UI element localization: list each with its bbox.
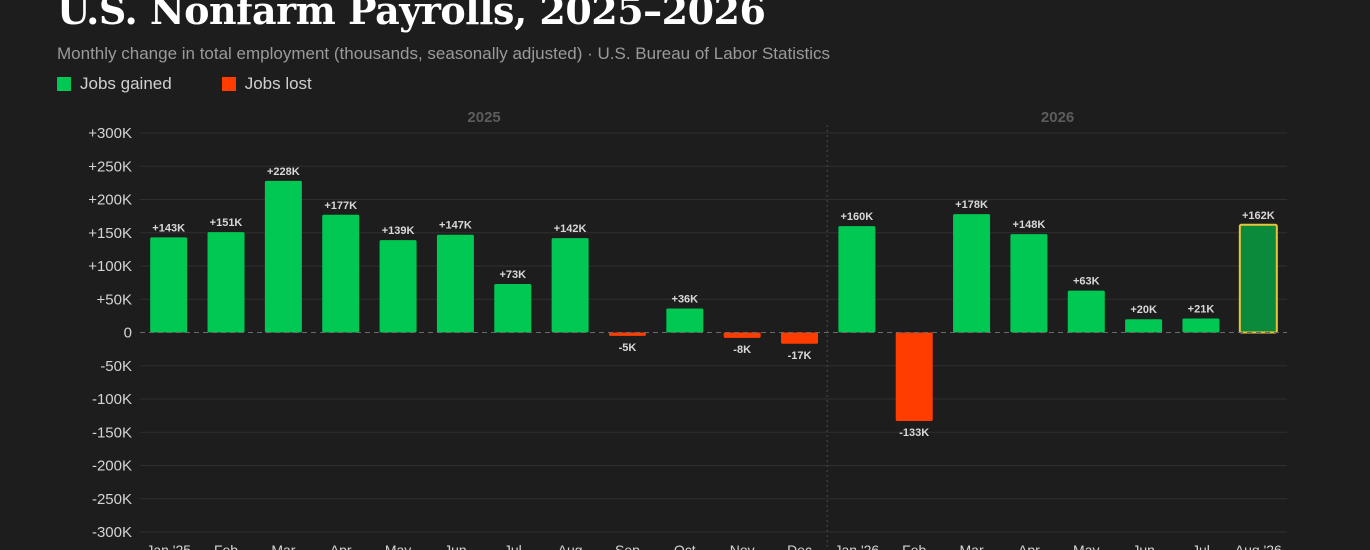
data-label: +147K xyxy=(439,220,472,232)
x-tick-label: Jan '25 xyxy=(146,542,191,550)
chart-title: U.S. Nonfarm Payrolls, 2025–2026 xyxy=(57,0,766,33)
bar xyxy=(666,308,704,333)
legend-swatch-gained xyxy=(57,77,71,91)
legend: Jobs gained Jobs lost xyxy=(57,74,312,94)
x-tick-label: Apr xyxy=(1018,542,1040,550)
bar xyxy=(838,226,876,333)
data-label: +139K xyxy=(382,225,415,237)
data-label: +143K xyxy=(152,222,185,234)
bar xyxy=(436,234,474,333)
bar xyxy=(1238,223,1278,334)
data-label: +160K xyxy=(841,211,874,223)
legend-label-gained: Jobs gained xyxy=(80,74,172,93)
bar xyxy=(150,237,188,333)
x-tick-label: Jul xyxy=(1192,542,1210,550)
bar xyxy=(1182,318,1220,333)
x-tick-label: Feb xyxy=(214,542,238,550)
data-label: -133K xyxy=(899,427,929,439)
data-label: +178K xyxy=(955,199,988,211)
bar xyxy=(953,214,991,333)
bar xyxy=(379,240,417,333)
x-tick-label: Jan '26 xyxy=(835,542,880,550)
data-label: +73K xyxy=(499,269,526,281)
data-label: +21K xyxy=(1188,304,1215,316)
data-label: +151K xyxy=(210,217,243,229)
bar xyxy=(207,232,245,333)
y-tick-label: -300K xyxy=(92,524,132,541)
legend-item-lost: Jobs lost xyxy=(221,74,312,94)
data-label: +177K xyxy=(324,200,357,212)
legend-swatch-lost xyxy=(221,77,236,91)
data-label: +36K xyxy=(672,294,699,306)
x-tick-label: Aug xyxy=(558,542,583,550)
data-label: +228K xyxy=(267,166,300,178)
y-tick-label: -250K xyxy=(92,491,132,508)
y-tick-label: +100K xyxy=(88,258,132,275)
y-tick-label: -150K xyxy=(92,424,132,441)
legend-label-lost: Jobs lost xyxy=(244,74,312,93)
bar xyxy=(723,332,761,338)
bar xyxy=(551,238,589,333)
x-tick-label: Jun xyxy=(444,542,467,550)
data-label: +148K xyxy=(1013,219,1046,231)
x-tick-label: Jun xyxy=(1132,542,1155,550)
data-label: +20K xyxy=(1130,304,1157,316)
bar xyxy=(494,283,532,333)
year-label: 2026 xyxy=(1041,109,1074,126)
y-tick-label: 0 xyxy=(124,325,132,342)
x-tick-label: Apr xyxy=(330,542,352,550)
x-tick-label: Nov xyxy=(730,542,755,550)
y-tick-label: -200K xyxy=(92,458,132,475)
x-tick-label: Aug '26 xyxy=(1235,542,1282,550)
y-tick-label: +200K xyxy=(88,192,132,209)
y-tick-label: -50K xyxy=(100,358,132,375)
x-tick-label: Jul xyxy=(504,542,522,550)
bar xyxy=(322,214,360,333)
data-label: +63K xyxy=(1073,276,1100,288)
x-tick-label: Oct xyxy=(674,542,696,550)
x-tick-label: Sep xyxy=(615,542,640,550)
data-label: -5K xyxy=(619,342,637,354)
y-tick-label: +300K xyxy=(88,125,132,142)
y-tick-label: +250K xyxy=(88,158,132,175)
legend-item-gained: Jobs gained xyxy=(57,74,172,94)
data-label: +162K xyxy=(1242,210,1275,222)
data-label: +142K xyxy=(554,223,587,235)
x-tick-label: May xyxy=(1073,542,1099,550)
data-label: -17K xyxy=(788,350,812,362)
bar xyxy=(1125,319,1163,333)
x-tick-label: Feb xyxy=(902,542,926,550)
bar xyxy=(264,180,302,333)
x-tick-label: Mar xyxy=(960,542,984,550)
y-tick-label: -100K xyxy=(92,391,132,408)
bar xyxy=(895,332,933,421)
year-label: 2025 xyxy=(467,109,500,126)
y-tick-label: +150K xyxy=(88,225,132,242)
bar xyxy=(781,332,819,344)
bar xyxy=(1067,290,1105,333)
x-tick-label: Dec xyxy=(787,542,812,550)
bar xyxy=(608,332,646,336)
chart-subtitle: Monthly change in total employment (thou… xyxy=(57,44,830,63)
y-tick-label: +50K xyxy=(97,291,132,308)
x-tick-label: Mar xyxy=(271,542,295,550)
x-tick-label: May xyxy=(385,542,411,550)
data-label: -8K xyxy=(733,344,751,356)
bar xyxy=(1010,234,1048,333)
